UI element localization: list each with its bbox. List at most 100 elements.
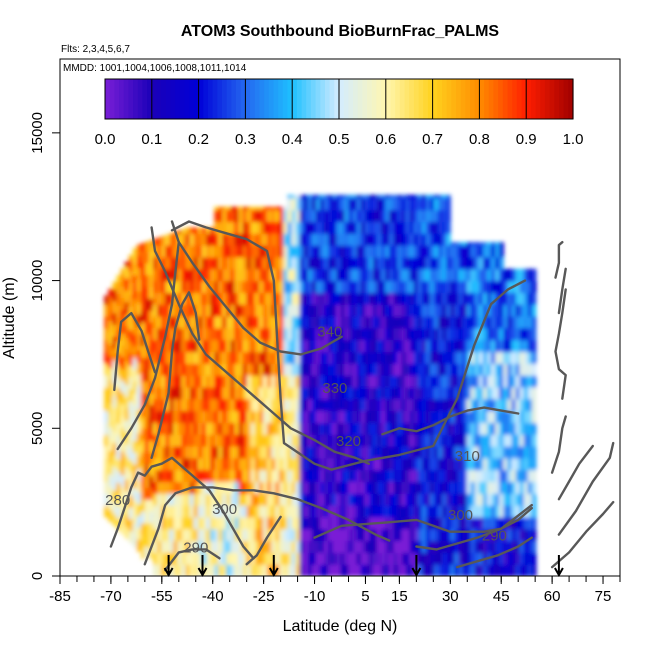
heatmap-cell xyxy=(425,351,431,364)
heatmap-cell xyxy=(438,280,443,293)
heatmap-cell xyxy=(271,540,276,553)
heatmap-cell xyxy=(389,528,394,542)
heatmap-cell xyxy=(238,528,244,542)
heatmap-cell xyxy=(218,469,223,482)
heatmap-cell xyxy=(470,304,476,317)
heatmap-cell xyxy=(417,327,423,341)
heatmap-cell xyxy=(153,410,158,423)
heatmap-cell xyxy=(401,398,407,412)
heatmap-cell xyxy=(491,242,496,246)
heatmap-cell xyxy=(291,540,297,553)
colorbar-swatch xyxy=(385,79,392,119)
heatmap-cell xyxy=(116,352,121,365)
colorbar-tick-label: 0.2 xyxy=(188,131,209,148)
heatmap-cell xyxy=(210,386,215,400)
heatmap-cell xyxy=(340,528,345,542)
heatmap-cell xyxy=(364,363,370,376)
heatmap-cell xyxy=(344,481,350,494)
heatmap-cell xyxy=(161,493,166,506)
heatmap-cell xyxy=(169,505,174,518)
heatmap-cell xyxy=(128,507,134,520)
heatmap-cell xyxy=(523,516,529,530)
heatmap-cell xyxy=(442,434,447,447)
x-tick-label: -85 xyxy=(49,588,71,605)
heatmap-cell xyxy=(246,469,252,482)
heatmap-cell xyxy=(377,316,382,329)
heatmap-cell xyxy=(499,422,504,435)
heatmap-cell xyxy=(230,375,236,388)
colorbar-swatch xyxy=(456,79,462,119)
heatmap-cell xyxy=(368,221,374,234)
heatmap-cell xyxy=(356,339,362,353)
colorbar-swatch xyxy=(105,79,111,119)
heatmap-cell xyxy=(254,363,260,376)
heatmap-cell xyxy=(263,268,268,282)
heatmap-cell xyxy=(104,434,109,447)
heatmap-cell xyxy=(148,321,154,335)
heatmap-cell xyxy=(328,481,333,494)
heatmap-cell xyxy=(108,320,113,333)
heatmap-cell xyxy=(507,351,512,364)
heatmap-cell xyxy=(136,444,142,457)
heatmap-cell xyxy=(405,386,411,400)
heatmap-cell xyxy=(283,316,288,329)
heatmap-cell xyxy=(144,251,150,264)
heatmap-cell xyxy=(311,481,317,494)
heatmap-cell xyxy=(503,316,508,329)
heatmap-cell xyxy=(466,422,472,435)
heatmap-cell xyxy=(140,546,146,559)
heatmap-cell xyxy=(307,256,313,270)
heatmap-cell xyxy=(291,505,297,518)
heatmap-cell xyxy=(283,375,288,388)
heatmap-cell xyxy=(340,457,345,471)
heatmap-cell xyxy=(193,493,199,506)
heatmap-cell xyxy=(140,286,146,299)
heatmap-cell xyxy=(417,398,423,412)
heatmap-cell xyxy=(425,316,431,329)
colorbar-swatch xyxy=(137,79,144,119)
heatmap-cell xyxy=(222,552,227,565)
heatmap-cell xyxy=(491,469,496,482)
heatmap-cell xyxy=(470,422,476,435)
heatmap-cell xyxy=(185,233,191,246)
heatmap-cell xyxy=(222,316,227,329)
heatmap-cell xyxy=(324,280,329,293)
heatmap-cell xyxy=(230,351,236,364)
heatmap-cell xyxy=(254,410,260,423)
heatmap-cell xyxy=(372,209,378,223)
heatmap-cell xyxy=(153,351,158,364)
heatmap-cell xyxy=(197,434,203,447)
heatmap-cell xyxy=(417,292,423,305)
heatmap-cell xyxy=(320,197,325,211)
heatmap-cell xyxy=(181,375,187,388)
heatmap-cell xyxy=(425,221,431,234)
heatmap-cell xyxy=(161,552,166,565)
heatmap-cell xyxy=(405,327,411,341)
heatmap-cell xyxy=(482,540,488,553)
heatmap-cell xyxy=(258,363,264,376)
heatmap-cell xyxy=(303,304,309,317)
heatmap-cell xyxy=(165,327,170,341)
heatmap-cell xyxy=(189,245,195,258)
heatmap-cell xyxy=(507,540,512,553)
heatmap-cell xyxy=(397,292,403,305)
heatmap-cell xyxy=(283,339,288,353)
heatmap-cell xyxy=(462,242,468,246)
heatmap-cell xyxy=(491,304,496,317)
heatmap-cell xyxy=(185,227,191,234)
heatmap-cell xyxy=(417,434,423,447)
heatmap-cell xyxy=(177,339,183,353)
heatmap-cell xyxy=(381,493,386,506)
heatmap-cell xyxy=(136,244,142,257)
heatmap-cell xyxy=(527,505,533,518)
heatmap-cell xyxy=(381,552,386,565)
heatmap-cell xyxy=(515,292,521,305)
heatmap-cell xyxy=(381,375,386,388)
heatmap-cell xyxy=(238,316,244,329)
heatmap-cell xyxy=(295,528,301,542)
heatmap-cell xyxy=(112,395,117,408)
heatmap-cell xyxy=(503,434,508,447)
heatmap-cell xyxy=(405,209,411,223)
heatmap-cell xyxy=(177,481,183,494)
heatmap-cell xyxy=(230,410,236,423)
